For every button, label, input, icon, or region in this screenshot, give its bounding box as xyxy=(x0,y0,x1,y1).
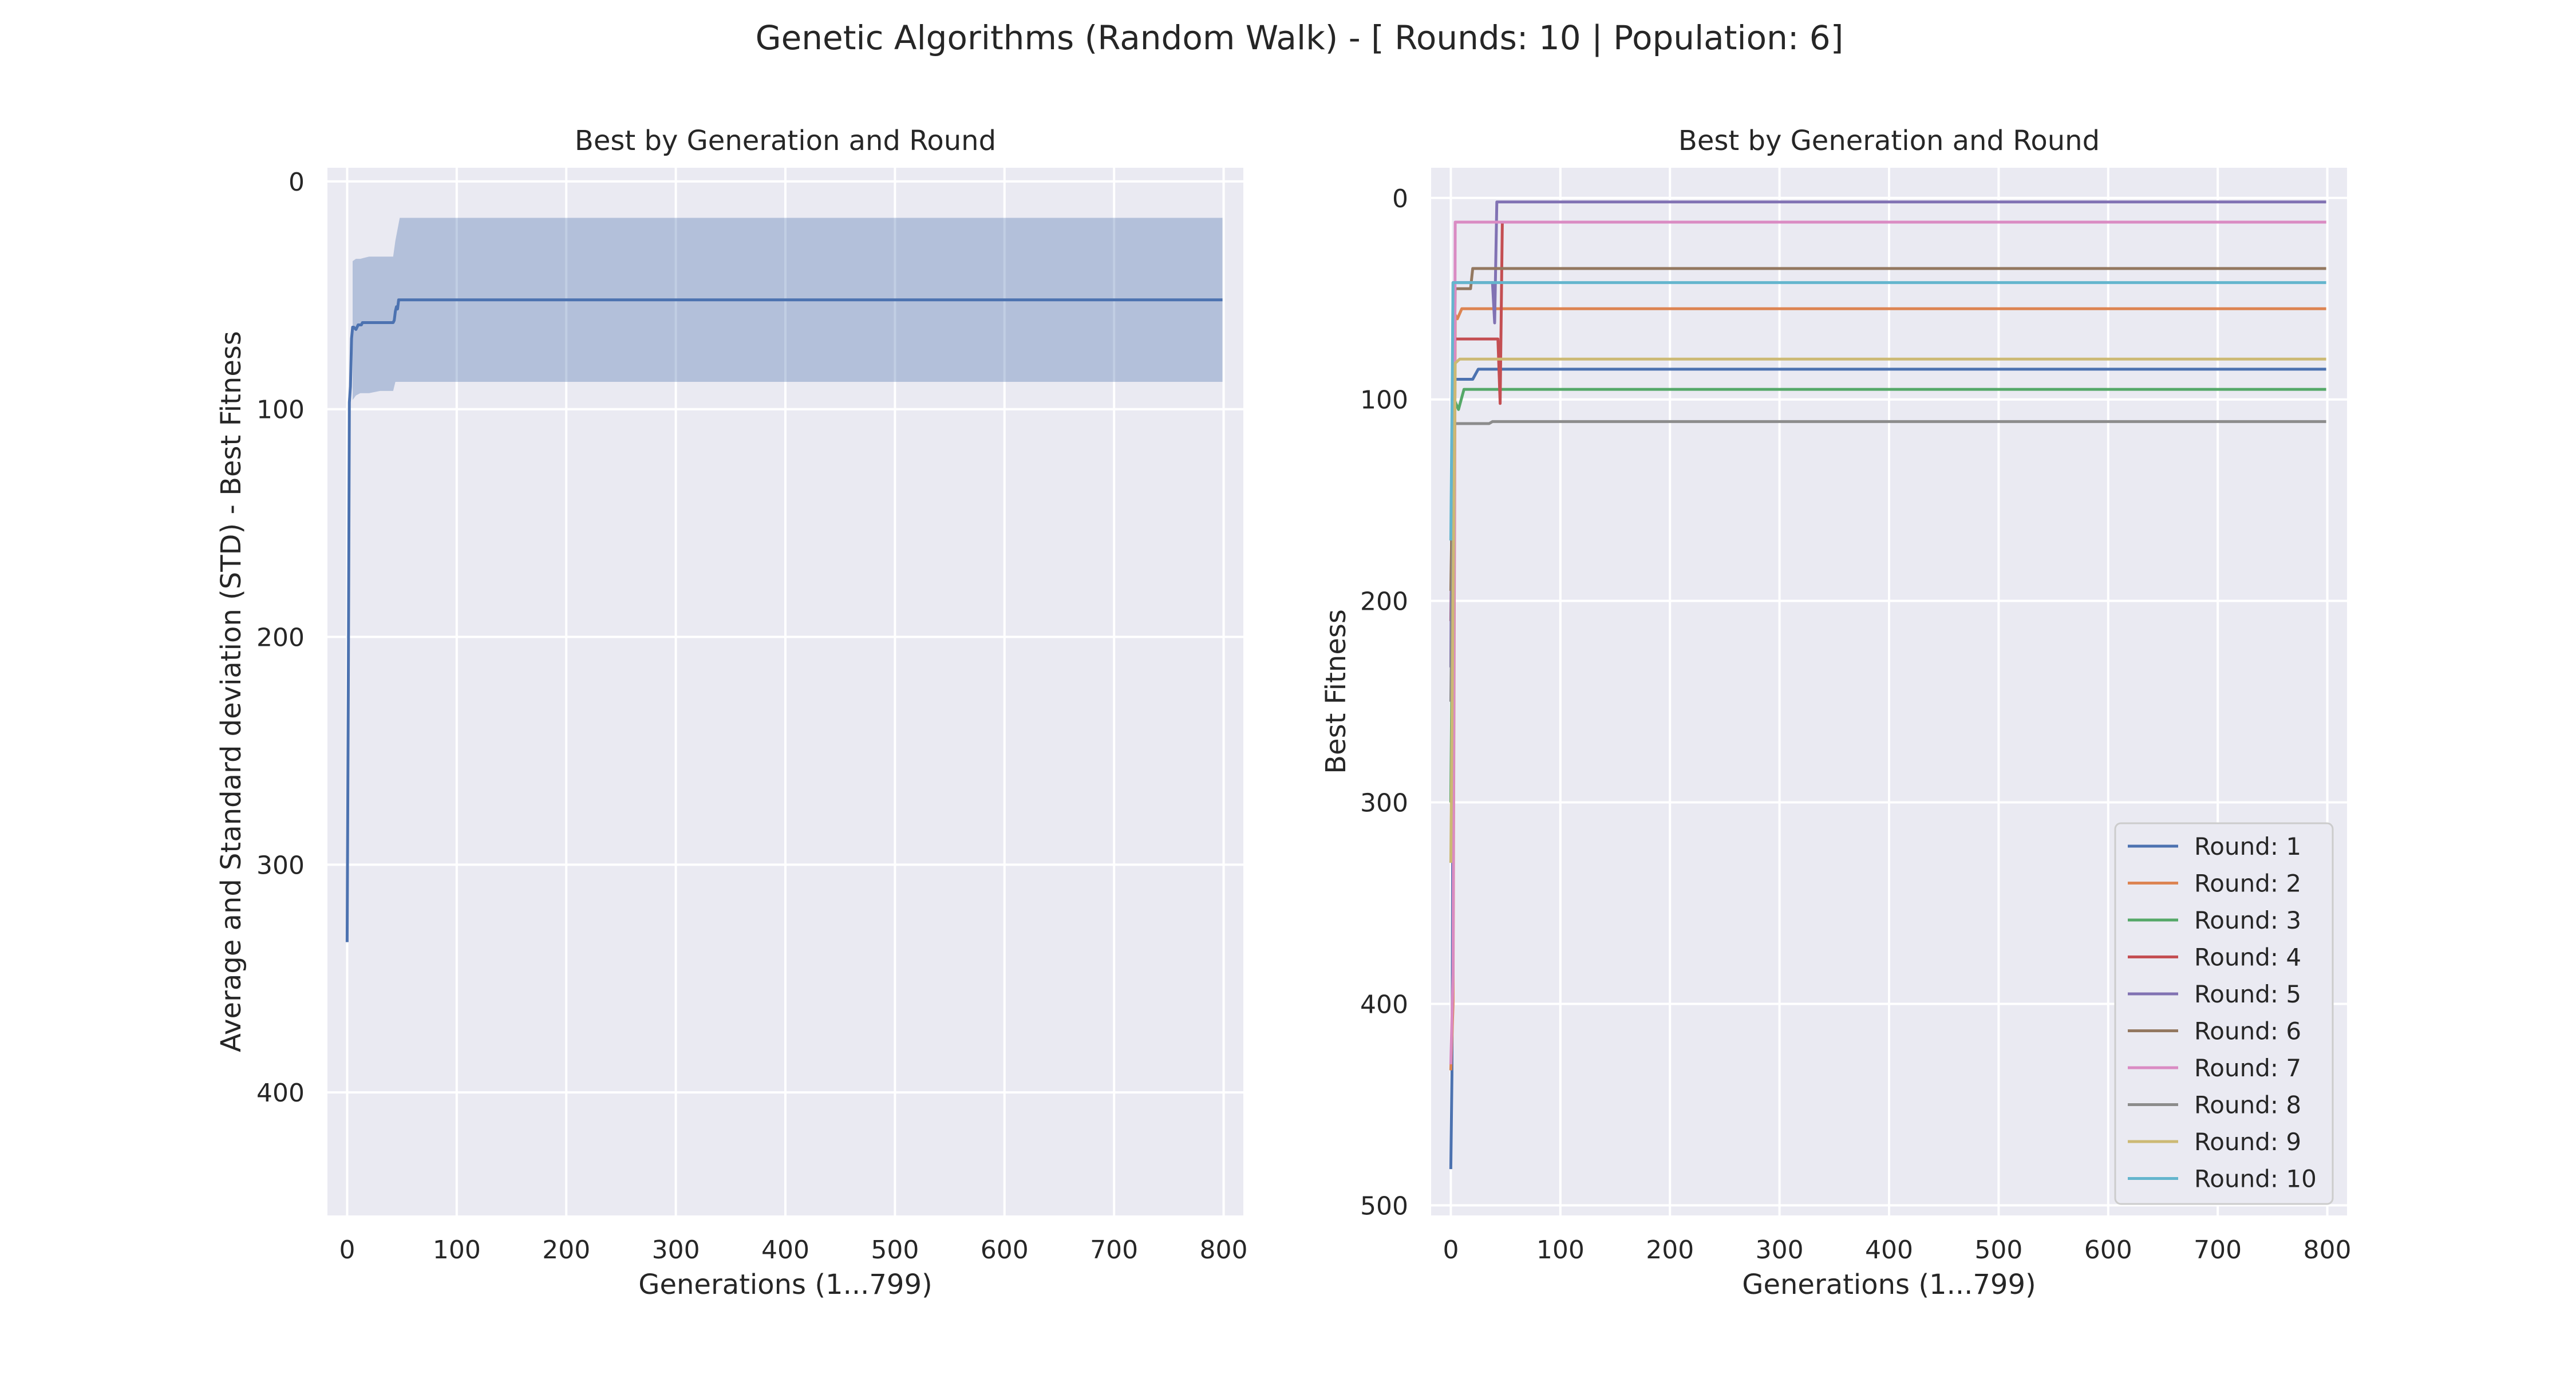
panel-right-xtick-label: 100 xyxy=(1536,1235,1585,1265)
legend-label-8: Round: 8 xyxy=(2194,1091,2301,1119)
panel-right-xtick-label: 400 xyxy=(1865,1235,1913,1265)
panel-left-band xyxy=(353,218,1223,400)
panel-right-ytick-label: 0 xyxy=(1392,184,1408,214)
panel-right-xtick-label: 0 xyxy=(1443,1235,1459,1265)
panel-right-xtick-label: 500 xyxy=(1974,1235,2022,1265)
legend-label-7: Round: 7 xyxy=(2194,1054,2301,1082)
panel-right-ytick-label: 300 xyxy=(1360,789,1408,818)
series-line-9 xyxy=(1449,357,2326,863)
panel-left-xtick-label: 700 xyxy=(1090,1235,1138,1265)
panel-right-ylabel: Best Fitness xyxy=(1320,609,1352,774)
panel-left-ytick-label: 100 xyxy=(256,396,305,425)
panel-left-xtick-label: 300 xyxy=(652,1235,700,1265)
legend-label-9: Round: 9 xyxy=(2194,1128,2301,1156)
panel-right: 0 100 200 300 400 500 600 700 800 0 100 200 300 400 5… xyxy=(1320,125,2352,1301)
panel-right-ytick-label: 400 xyxy=(1360,990,1408,1019)
panel-left-xticks: 0 100 200 300 400 500 600 700 800 xyxy=(339,1235,1247,1265)
panel-left-xtick-label: 0 xyxy=(339,1235,355,1265)
legend-label-10: Round: 10 xyxy=(2194,1165,2317,1193)
series-line-1 xyxy=(345,298,1223,942)
legend-label-1: Round: 1 xyxy=(2194,832,2301,860)
legend-label-4: Round: 4 xyxy=(2194,943,2301,972)
legend-label-3: Round: 3 xyxy=(2194,906,2301,934)
panel-left-xtick-label: 400 xyxy=(761,1235,809,1265)
series-line-10 xyxy=(1449,281,2326,541)
legend-label-6: Round: 6 xyxy=(2194,1017,2301,1045)
panel-right-xticks: 0 100 200 300 400 500 600 700 800 xyxy=(1443,1235,2351,1265)
panel-right-ytick-label: 100 xyxy=(1360,386,1408,415)
panel-right-xtick-label: 600 xyxy=(2084,1235,2132,1265)
panel-right-ytick-label: 500 xyxy=(1360,1191,1408,1221)
panel-right-xtick-label: 200 xyxy=(1646,1235,1694,1265)
panel-left-xtick-label: 200 xyxy=(542,1235,590,1265)
panel-left-ytick-label: 300 xyxy=(256,851,305,880)
panel-right-xtick-label: 800 xyxy=(2304,1235,2352,1265)
panel-right-ytick-label: 200 xyxy=(1360,587,1408,617)
panel-left: 0 100 200 300 400 500 600 700 800 0100200300400 … xyxy=(215,125,1248,1301)
legend-box xyxy=(2114,822,2334,1205)
panel-left-title: Best by Generation and Round xyxy=(575,125,996,157)
panel-left-ytick-label: 0 xyxy=(289,168,305,197)
std-band xyxy=(353,218,1223,400)
legend-label-5: Round: 5 xyxy=(2194,980,2301,1008)
panel-right-title: Best by Generation and Round xyxy=(1678,125,2100,157)
series-line-1 xyxy=(1449,368,2326,1170)
panel-right-lines xyxy=(1449,200,2326,1170)
panel-left-ylabel: Average and Standard deviation (STD) - B… xyxy=(215,331,247,1052)
panel-left-xtick-label: 600 xyxy=(981,1235,1029,1265)
figure-suptitle: Genetic Algorithms (Random Walk) - [ Rou… xyxy=(756,18,1844,57)
panel-right-xtick-label: 300 xyxy=(1756,1235,1804,1265)
panel-left-xlabel: Generations (1...799) xyxy=(638,1269,932,1301)
panel-right-yticks: 0 100 200 300 400 500 xyxy=(1360,184,1408,1221)
panel-right-xlabel: Generations (1...799) xyxy=(1742,1269,2036,1301)
panel-left-xtick-label: 500 xyxy=(871,1235,919,1265)
panel-left-yticks: 0 100 200 300 400 xyxy=(256,168,305,1108)
legend: Round: 1 Round: 2 Round: 3 Round: 4 Round: 5… xyxy=(2114,822,2334,1205)
legend-label-2: Round: 2 xyxy=(2194,870,2301,898)
panel-right-xtick-label: 700 xyxy=(2194,1235,2242,1265)
panel-left-xtick-label: 100 xyxy=(433,1235,481,1265)
panel-left-ytick-label: 200 xyxy=(256,623,305,653)
panel-left-grid xyxy=(327,168,1243,1215)
panel-left-xtick-label: 800 xyxy=(1200,1235,1248,1265)
panel-left-ytick-label: 400 xyxy=(256,1079,305,1108)
panel-left-lines xyxy=(345,298,1223,942)
